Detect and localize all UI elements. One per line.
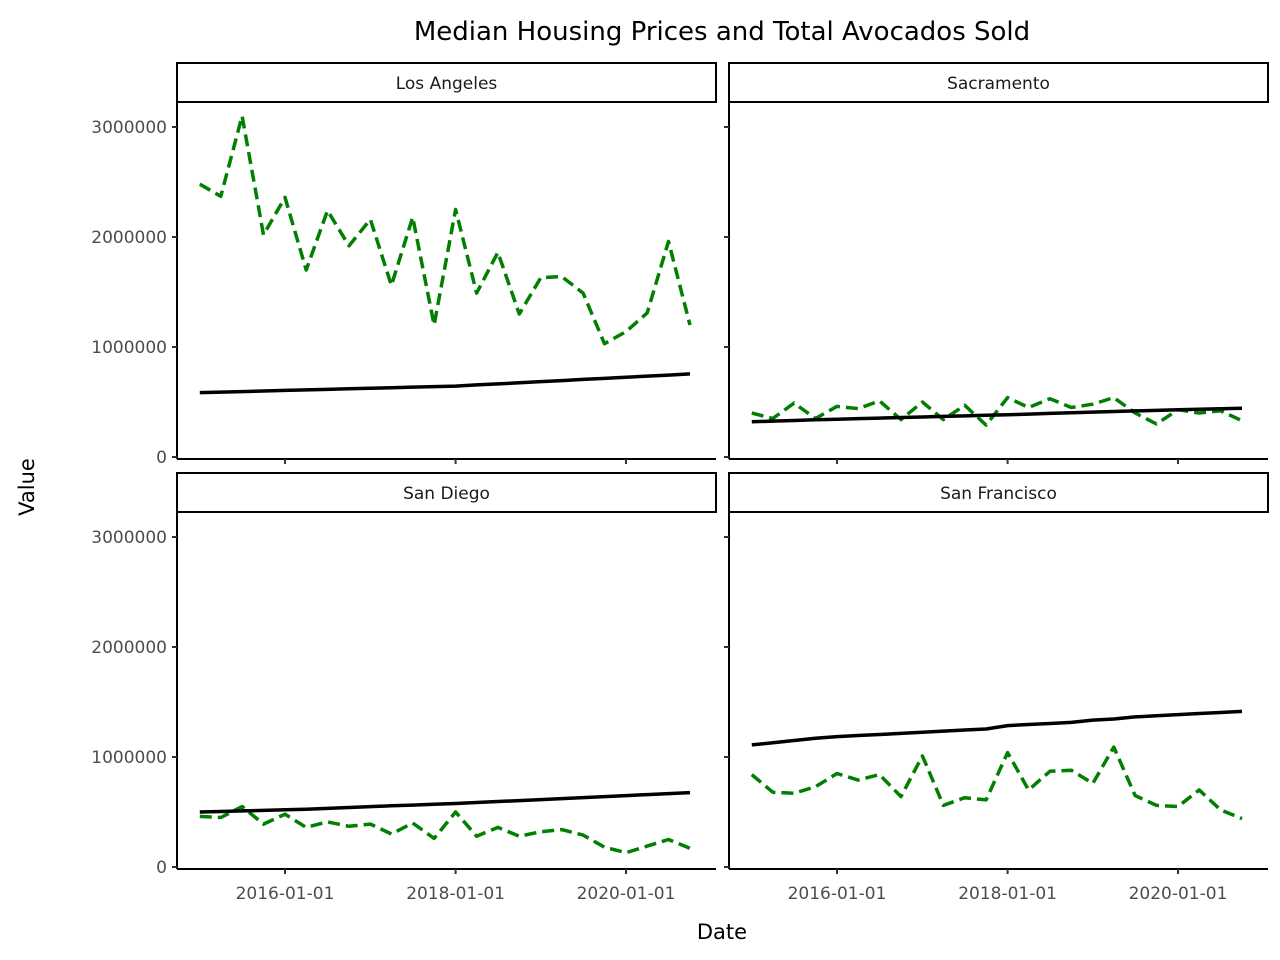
avocados-sold-line [198,114,692,346]
chart-title: Median Housing Prices and Total Avocados… [414,17,1030,47]
avocados-sold-line [751,395,1243,427]
x-tick-label: 2020-01-01 [577,884,676,904]
panels-group: Los Angeles 0 1000000 2000000 3000000 Sacrame… [91,62,1269,904]
facet-strip [728,472,1269,513]
y-tick-label: 1000000 [91,338,167,358]
facet-panel: San Francisco 2016-01-01 2018-01-01 2020-01… [724,472,1269,904]
avocados-sold-line [199,804,691,855]
y-tick-label: 3000000 [91,528,167,548]
facet-panel: San Diego 0 1000000 2000000 3000000 2016-01-0… [91,472,717,904]
facet-strip [176,62,717,103]
x-tick-label: 2016-01-01 [788,884,887,904]
y-tick-label: 2000000 [91,638,167,658]
facet-strip-label: San Francisco [940,484,1057,504]
facet-strip [176,472,717,513]
x-axis-title: Date [697,920,747,944]
x-tick-label: 2018-01-01 [406,884,505,904]
facet-strip-label: Los Angeles [396,74,498,94]
y-tick-label: 0 [156,858,167,878]
housing-price-line [199,372,691,395]
facet-panel: Sacramento [724,62,1269,464]
housing-price-line [751,406,1243,424]
housing-price-line [199,790,691,814]
facet-strip-label: San Diego [403,484,490,504]
y-tick-label: 1000000 [91,748,167,768]
housing-price-line [751,709,1243,747]
y-tick-label: 0 [156,448,167,468]
x-tick-label: 2016-01-01 [236,884,335,904]
x-tick-label: 2020-01-01 [1129,884,1228,904]
y-axis-title: Value [15,458,39,516]
facet-strip [728,62,1269,103]
facet-panel: Los Angeles 0 1000000 2000000 3000000 [91,62,717,468]
y-tick-label: 2000000 [91,228,167,248]
y-tick-label: 3000000 [91,118,167,138]
avocados-sold-line [750,745,1243,821]
x-tick-label: 2018-01-01 [958,884,1057,904]
facet-strip-label: Sacramento [947,74,1050,94]
